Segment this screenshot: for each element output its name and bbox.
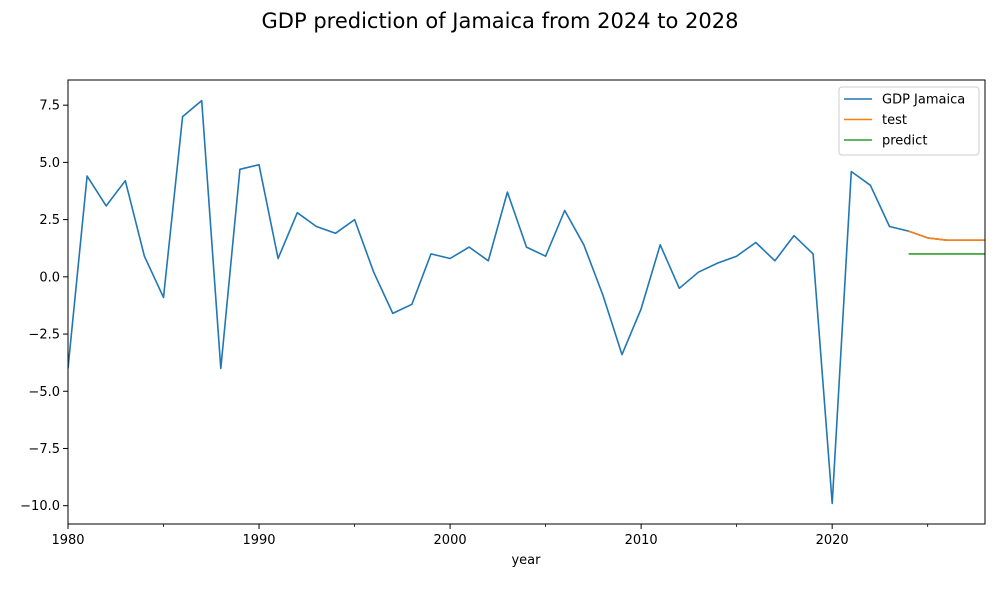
y-tick-label: −10.0 [20, 499, 60, 514]
x-tick-label: 1990 [242, 533, 275, 548]
legend-box [838, 86, 980, 156]
x-axis-label: year [511, 553, 541, 568]
y-tick-label: 5.0 [39, 156, 60, 171]
y-tick-label: −7.5 [28, 442, 60, 457]
legend-label: GDP Jamaica [882, 93, 965, 108]
y-tick-label: 2.5 [39, 213, 60, 228]
series-group [68, 99, 985, 505]
legend-label: predict [882, 134, 927, 149]
chart-title: GDP prediction of Jamaica from 2024 to 2… [262, 9, 739, 33]
y-tick-label: 0.0 [39, 270, 60, 285]
series-line-1 [908, 230, 985, 241]
x-tick-label: 2010 [625, 533, 658, 548]
axes-frame [67, 79, 986, 525]
legend: GDP Jamaica test predict [838, 86, 980, 156]
y-tick-label: −2.5 [28, 328, 60, 343]
plot-area: 1980 1990 2000 2010 2020 7.5 5.0 2.5 0.0 −2.5 −5.0… [20, 79, 986, 548]
x-tick-label: 1980 [51, 533, 84, 548]
y-tick-label: −5.0 [28, 385, 60, 400]
x-tick-label: 2000 [434, 533, 467, 548]
series-line-0 [68, 99, 985, 505]
y-tick-label: 7.5 [39, 99, 60, 114]
x-tick-label: 2020 [816, 533, 849, 548]
legend-label: test [882, 113, 907, 128]
